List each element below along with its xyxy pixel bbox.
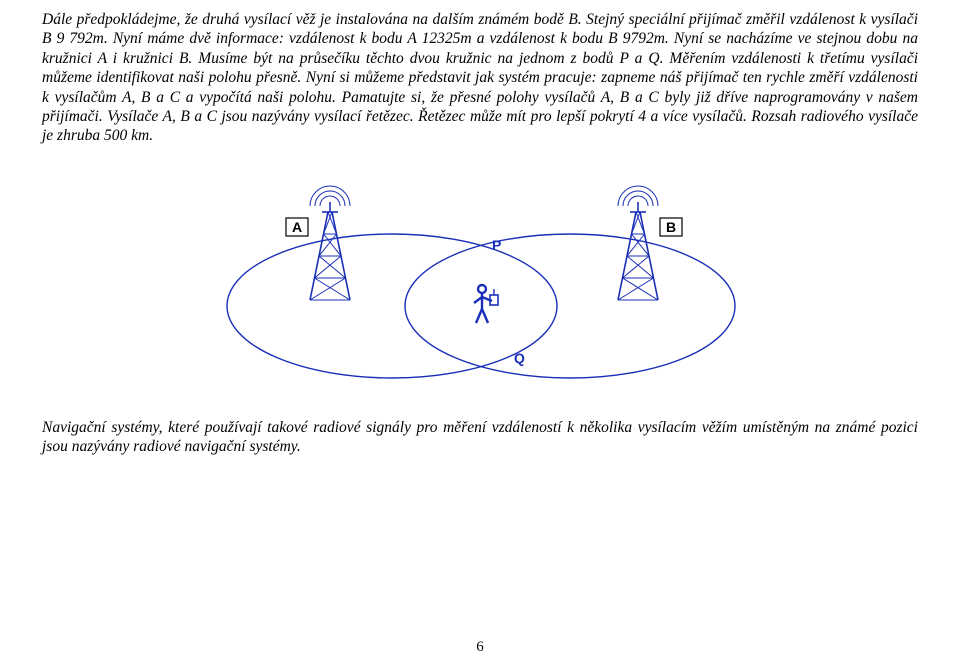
svg-text:Q: Q (514, 350, 525, 366)
svg-text:A: A (292, 219, 302, 235)
svg-text:B: B (666, 219, 676, 235)
paragraph-2: Navigační systémy, které používají takov… (42, 418, 918, 457)
page-number: 6 (0, 639, 960, 656)
navigation-diagram: A B P Q (42, 168, 918, 388)
paragraph-1: Dále předpokládejme, že druhá vysílací v… (42, 10, 918, 146)
diagram-svg: A B P Q (220, 168, 740, 388)
svg-text:P: P (492, 237, 501, 253)
page: Dále předpokládejme, že druhá vysílací v… (0, 0, 960, 662)
